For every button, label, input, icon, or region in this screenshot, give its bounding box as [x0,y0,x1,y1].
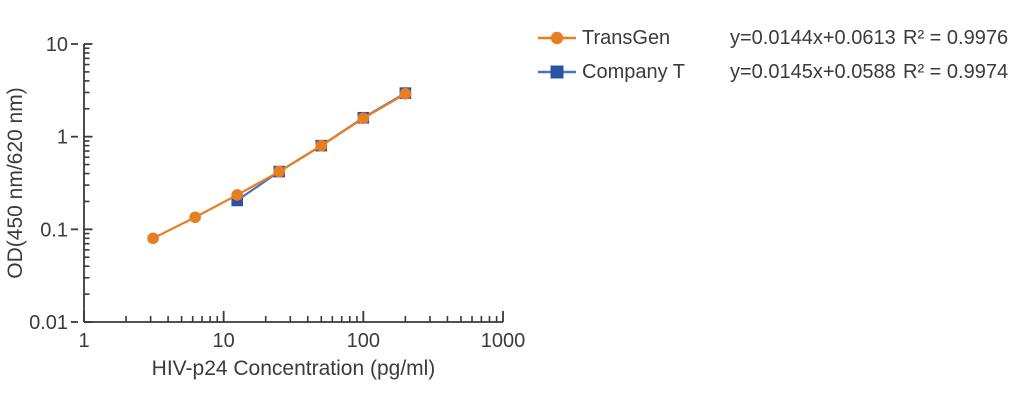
series-name-transgen: TransGen [582,26,671,49]
svg-text:10: 10 [46,34,68,56]
legend: TransGen y=0.0144x+0.0613 R² = 0.9976 Co… [538,26,1008,94]
svg-text:0.01: 0.01 [29,312,68,334]
regression-equation-company-t: y=0.0145x+0.0588 [730,60,896,83]
series-name-company-t: Company T [582,60,686,83]
company-t-series-marker-icon [538,64,576,80]
standard-curve-plot: 1 10 100 1000 0.01 0.1 1 10 HIV-p24 Concentratio… [4,34,526,380]
svg-text:1: 1 [57,127,68,149]
legend-row-company-t: Company T y=0.0145x+0.0588 R² = 0.9974 [538,60,1008,84]
r-squared-transgen: R² = 0.9976 [903,26,1009,49]
svg-text:HIV-p24 Concentration (pg/ml): HIV-p24 Concentration (pg/ml) [152,357,436,380]
regression-equation-transgen: y=0.0144x+0.0613 [730,26,896,49]
svg-text:1: 1 [78,330,89,352]
svg-text:OD(450 nm/620 nm): OD(450 nm/620 nm) [4,87,27,278]
svg-text:1000: 1000 [481,330,526,352]
svg-text:10: 10 [213,330,235,352]
svg-text:100: 100 [347,330,380,352]
legend-row-transgen: TransGen y=0.0144x+0.0613 R² = 0.9976 [538,26,1008,50]
r-squared-company-t: R² = 0.9974 [903,60,1009,83]
svg-text:0.1: 0.1 [40,219,68,241]
transgen-series-marker-icon [538,30,576,46]
